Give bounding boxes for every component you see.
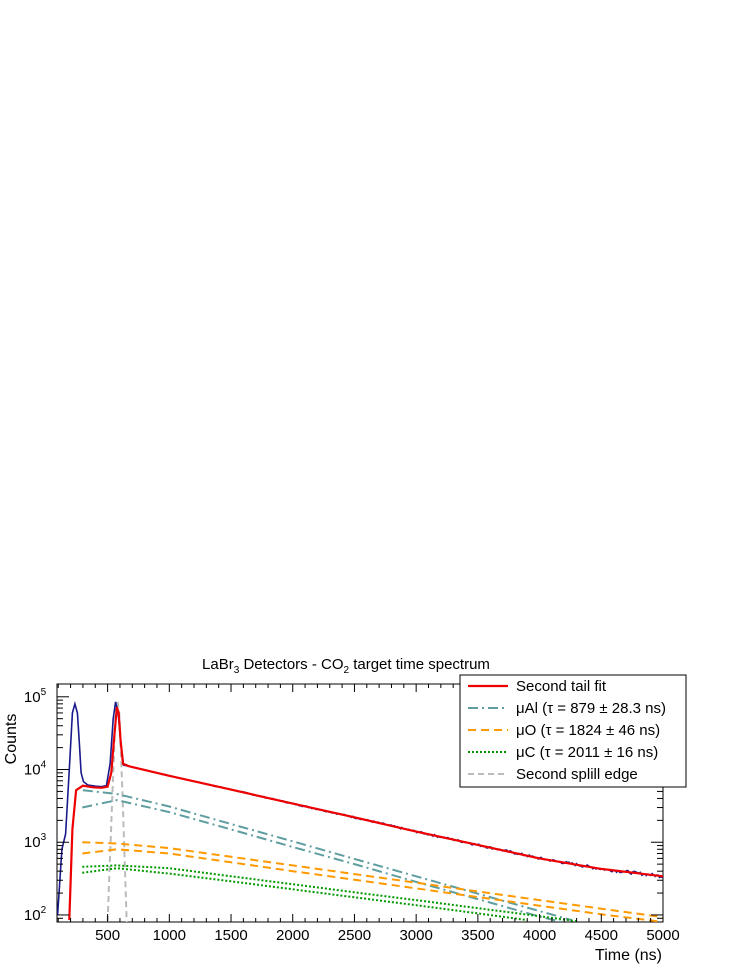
x-tick-label: 4000: [523, 927, 556, 944]
legend-item-c: μC (τ = 2011 ± 16 ns): [516, 744, 658, 761]
x-tick-label: 500: [95, 927, 120, 944]
series-line-c-upper: [82, 864, 577, 922]
y-tick-label: 103: [24, 832, 47, 851]
x-axis-label: Time (ns): [595, 947, 662, 964]
series-line-o-lower: [82, 848, 663, 922]
legend-item-o: μO (τ = 1824 ± 46 ns): [516, 722, 660, 739]
x-tick-label: 2000: [276, 927, 309, 944]
y-tick-label: 105: [24, 687, 47, 706]
legend-item-al: μAl (τ = 879 ± 28.3 ns): [516, 700, 666, 717]
x-tick-label: 2500: [338, 927, 371, 944]
y-axis-label: Counts: [3, 714, 20, 765]
series-line-fit: [68, 706, 663, 921]
series-line-o-upper: [82, 841, 663, 919]
chart-title: LaBr3 Detectors - CO2 target time spectr…: [202, 656, 490, 676]
series-line-edge: [106, 701, 128, 922]
legend: Second tail fit μAl (τ = 879 ± 28.3 ns) μO…: [459, 674, 687, 788]
y-tick-label: 102: [24, 905, 47, 924]
x-tick-label: 1000: [153, 927, 186, 944]
x-tick-label: 5000: [646, 927, 679, 944]
x-tick-label: 3500: [461, 927, 494, 944]
legend-item-fit: Second tail fit: [516, 678, 607, 695]
x-tick-label: 4500: [585, 927, 618, 944]
x-tick-label: 3000: [399, 927, 432, 944]
series-layer: [57, 700, 663, 922]
y-tick-label: 104: [24, 760, 47, 779]
legend-item-edge: Second splill edge: [516, 766, 638, 783]
series-line-c-lower: [82, 867, 528, 922]
series-line-al-lower: [82, 799, 563, 922]
x-tick-label: 1500: [214, 927, 247, 944]
